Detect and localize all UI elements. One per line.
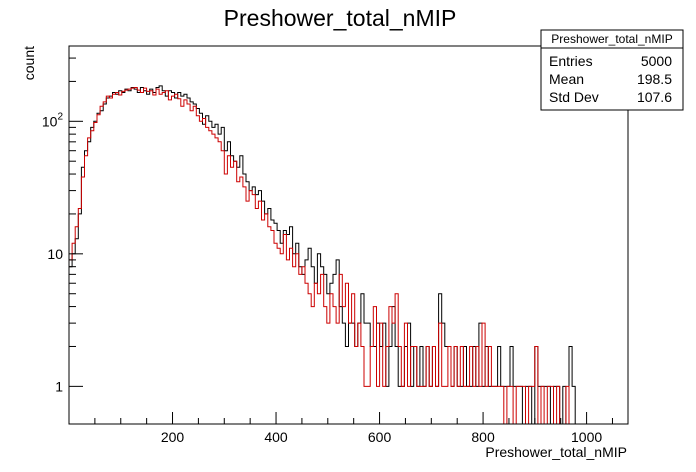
x-axis-ticks: 200 400 600 800 1000 (68, 412, 613, 445)
plot-frame (68, 45, 629, 425)
stats-stddev-label: Std Dev (549, 89, 599, 105)
stats-stddev-value: 107.6 (637, 89, 672, 105)
stats-box-frame (540, 29, 684, 111)
x-tick-label-200: 200 (161, 429, 185, 445)
histogram-series-1 (68, 87, 585, 425)
y-tick-label-1: 1 (55, 378, 63, 394)
histogram-series-group (68, 85, 585, 425)
stats-entries-label: Entries (549, 53, 593, 69)
histogram-series-0 (68, 85, 585, 425)
stats-box-title: Preshower_total_nMIP (551, 32, 672, 46)
y-tick-label-10: 10 (47, 246, 63, 262)
x-tick-label-400: 400 (264, 429, 288, 445)
stats-entries-value: 5000 (641, 53, 672, 69)
x-axis-label: Preshower_total_nMIP (485, 444, 627, 460)
y-axis-label: count (21, 46, 37, 80)
stats-mean-label: Mean (549, 71, 584, 87)
stats-box: Preshower_total_nMIP Entries 5000 Mean 1… (540, 29, 684, 111)
stats-mean-value: 198.5 (637, 71, 672, 87)
x-tick-label-600: 600 (368, 429, 392, 445)
chart-title: Preshower_total_nMIP (224, 5, 457, 31)
x-tick-label-1000: 1000 (571, 429, 602, 445)
y-axis-ticks: 1 10 102 (42, 57, 83, 394)
y-tick-label-100: 102 (42, 111, 64, 129)
x-tick-label-800: 800 (471, 429, 495, 445)
